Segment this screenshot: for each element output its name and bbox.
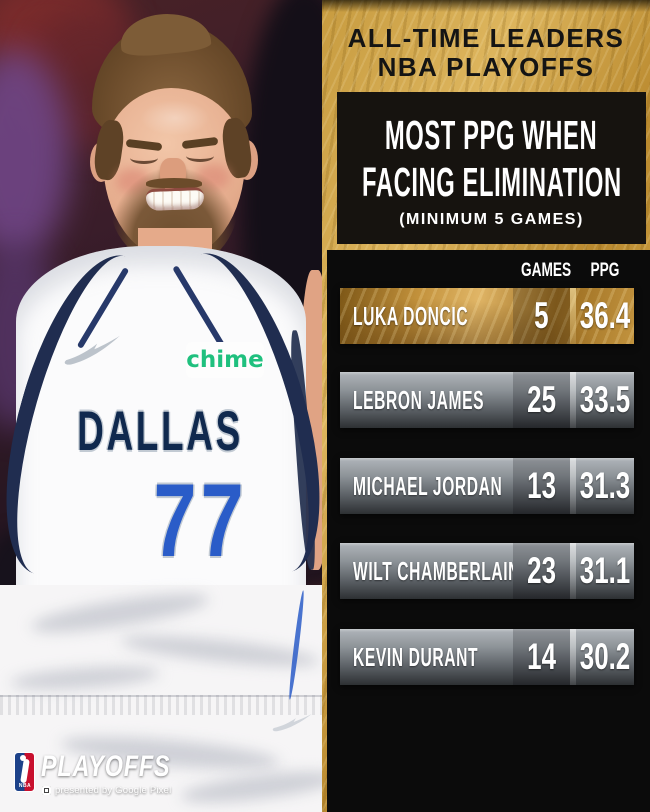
player-name: KEVIN DURANT	[353, 641, 479, 672]
cell-divider	[570, 372, 576, 428]
nike-swoosh-icon	[269, 712, 315, 735]
table-row: LEBRON JAMES 25 33.5	[340, 372, 634, 428]
games-cell: 5	[513, 288, 570, 344]
stat-title-note: (MINIMUM 5 GAMES)	[399, 210, 584, 228]
games-value: 5	[534, 295, 549, 336]
jersey-number: 77	[151, 463, 249, 579]
player-name-cell: KEVIN DURANT	[340, 629, 513, 685]
stat-title-line-2: FACING ELIMINATION	[361, 158, 622, 205]
ppg-cell: 36.4	[576, 288, 634, 344]
cell-divider	[570, 543, 576, 599]
ppg-value: 33.5	[579, 379, 631, 420]
header-line-1: ALL-TIME LEADERS	[347, 23, 625, 53]
table-row-highlighted: LUKA DONCIC 5 36.4	[340, 288, 634, 344]
ppg-value: 30.2	[579, 636, 631, 677]
games-value: 13	[527, 465, 556, 506]
player-eye	[186, 150, 214, 162]
sponsor-patch: chime	[186, 342, 264, 378]
ppg-cell: 31.1	[576, 543, 634, 599]
jersey	[16, 246, 306, 626]
games-cell: 25	[513, 372, 570, 428]
jersey-wordmark: DALLAS	[77, 399, 243, 462]
face-highlight	[140, 100, 210, 136]
nba-playoffs-lockup: NBA PLAYOFFS presented by Google Pixel	[14, 750, 234, 802]
games-cell: 14	[513, 629, 570, 685]
player-name-cell: LUKA DONCIC	[340, 288, 513, 344]
panel-header: ALL-TIME LEADERS NBA PLAYOFFS	[322, 24, 650, 82]
player-name: WILT CHAMBERLAIN	[353, 555, 513, 586]
table-header: GAMES PPG	[340, 260, 634, 281]
ppg-cell: 31.3	[576, 458, 634, 514]
column-header-games: GAMES	[520, 260, 572, 281]
nike-swoosh-icon	[58, 333, 126, 370]
nba-logo-silhouette	[20, 755, 26, 761]
cell-divider	[570, 458, 576, 514]
games-value: 23	[527, 550, 556, 591]
ppg-value: 31.3	[579, 465, 631, 506]
player-smile	[145, 186, 205, 212]
table-row: WILT CHAMBERLAIN 23 31.1	[340, 543, 634, 599]
player-mustache	[146, 178, 202, 188]
column-header-ppg: PPG	[590, 260, 620, 281]
player-name-cell: WILT CHAMBERLAIN	[340, 543, 513, 599]
chime-logo: chime	[186, 347, 264, 373]
header-spacer	[571, 260, 575, 280]
header-line-2: NBA PLAYOFFS	[377, 52, 595, 82]
player-eye	[130, 152, 158, 164]
player-name: LEBRON JAMES	[353, 384, 485, 415]
games-value: 14	[527, 636, 556, 677]
player-name-cell: MICHAEL JORDAN	[340, 458, 513, 514]
stat-title-line-1: MOST PPG WHEN	[385, 111, 598, 158]
games-cell: 23	[513, 543, 570, 599]
player-name-cell: LEBRON JAMES	[340, 372, 513, 428]
shorts-waistband	[0, 695, 322, 715]
ppg-value: 31.1	[579, 550, 631, 591]
table-row: MICHAEL JORDAN 13 31.3	[340, 458, 634, 514]
games-value: 25	[527, 379, 556, 420]
leaderboard-table: GAMES PPG LUKA DONCIC 5 36.4 LEBRON JAME…	[327, 250, 650, 812]
player-photo: chime DALLAS 77 NBA PLAYOFFS presented b…	[0, 0, 322, 812]
ppg-cell: 30.2	[576, 629, 634, 685]
playoffs-wordmark: PLAYOFFS	[41, 750, 171, 783]
player-name: MICHAEL JORDAN	[353, 470, 503, 501]
stat-title-box: MOST PPG WHEN FACING ELIMINATION (MINIMU…	[337, 92, 646, 244]
presented-by-text: presented by Google Pixel	[55, 785, 172, 796]
cell-divider	[570, 288, 576, 344]
player-name: LUKA DONCIC	[353, 300, 469, 331]
stats-panel: ALL-TIME LEADERS NBA PLAYOFFS MOST PPG W…	[322, 0, 650, 812]
games-cell: 13	[513, 458, 570, 514]
ppg-value: 36.4	[579, 295, 631, 336]
cell-divider	[570, 629, 576, 685]
table-row: KEVIN DURANT 14 30.2	[340, 629, 634, 685]
presented-by: presented by Google Pixel	[42, 785, 171, 796]
google-pixel-icon	[42, 786, 51, 795]
nba-logo-icon: NBA	[14, 752, 35, 792]
ppg-cell: 33.5	[576, 372, 634, 428]
nba-logo-silhouette	[20, 758, 30, 784]
header-spacer	[340, 260, 513, 280]
nba-logo-text: NBA	[18, 783, 32, 789]
